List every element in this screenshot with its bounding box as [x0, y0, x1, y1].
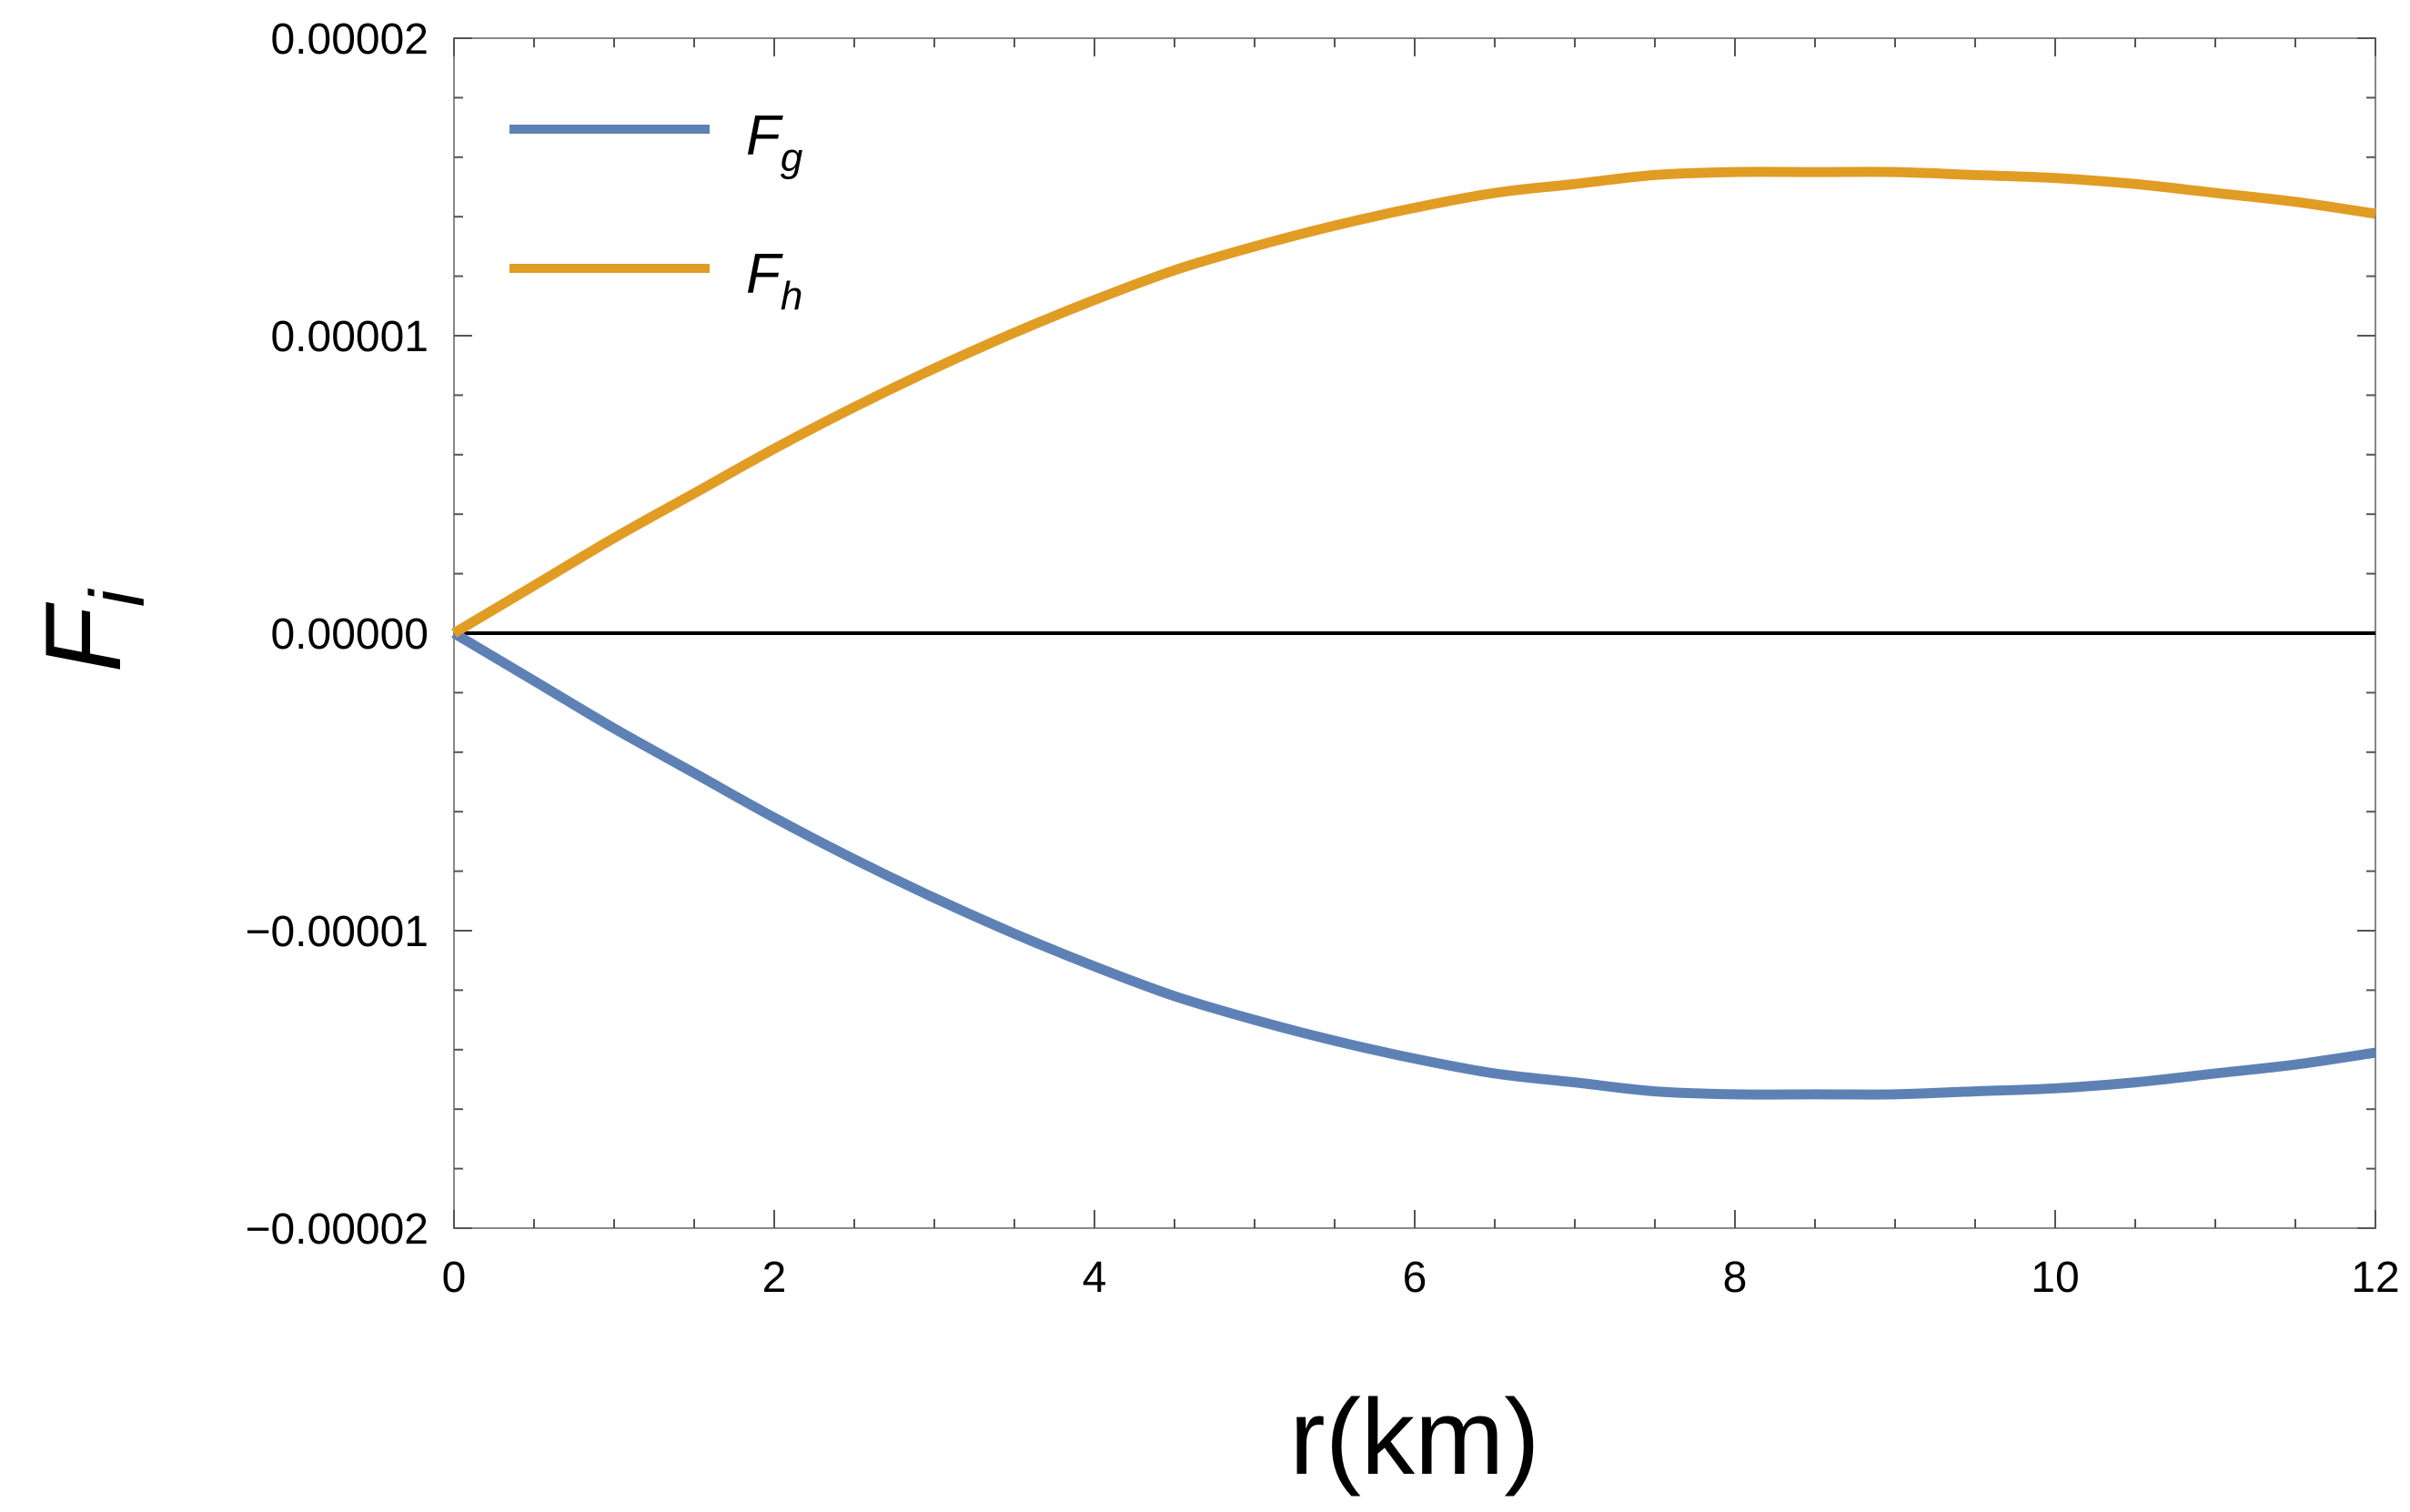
series-line-fh	[451, 166, 2376, 638]
legend-label-fg-sub: g	[781, 136, 803, 180]
y-tick-label: 0.00001	[270, 313, 429, 361]
legend-label-fh-main: F	[746, 243, 783, 306]
legend-label-fg: Fg	[746, 105, 803, 180]
y-axis-title: Fi	[24, 588, 160, 672]
y-axis-title-sub: i	[75, 588, 160, 607]
x-tick-label: 10	[2031, 1254, 2079, 1302]
legend: Fg Fh	[509, 105, 803, 318]
x-tick-label: 6	[1403, 1254, 1427, 1302]
x-tick-label: 8	[1723, 1254, 1748, 1302]
y-tick-label: 0.00000	[270, 610, 429, 659]
y-axis-title-main: F	[24, 601, 144, 672]
x-tick-label: 4	[1083, 1254, 1107, 1302]
y-tick-label: −0.00002	[245, 1205, 429, 1254]
x-axis-title: r(km)	[1289, 1377, 1539, 1497]
x-tick-label: 12	[2351, 1254, 2399, 1302]
legend-label-fh-sub: h	[781, 274, 802, 318]
series-layer	[451, 166, 2376, 1100]
y-tick-label: −0.00001	[245, 908, 429, 956]
y-tick-label: 0.00002	[270, 15, 429, 64]
legend-label-fg-main: F	[746, 105, 783, 167]
ticks-layer	[453, 37, 2376, 1229]
tick-labels-layer: 0 2 4 6 8 10 12 −0.00002 −0.00001 0.00000 0.00001 0…	[245, 15, 2399, 1302]
x-tick-label: 0	[442, 1254, 467, 1302]
series-line-fg	[451, 629, 2376, 1100]
x-tick-label: 2	[762, 1254, 787, 1302]
legend-label-fh: Fh	[746, 243, 802, 318]
